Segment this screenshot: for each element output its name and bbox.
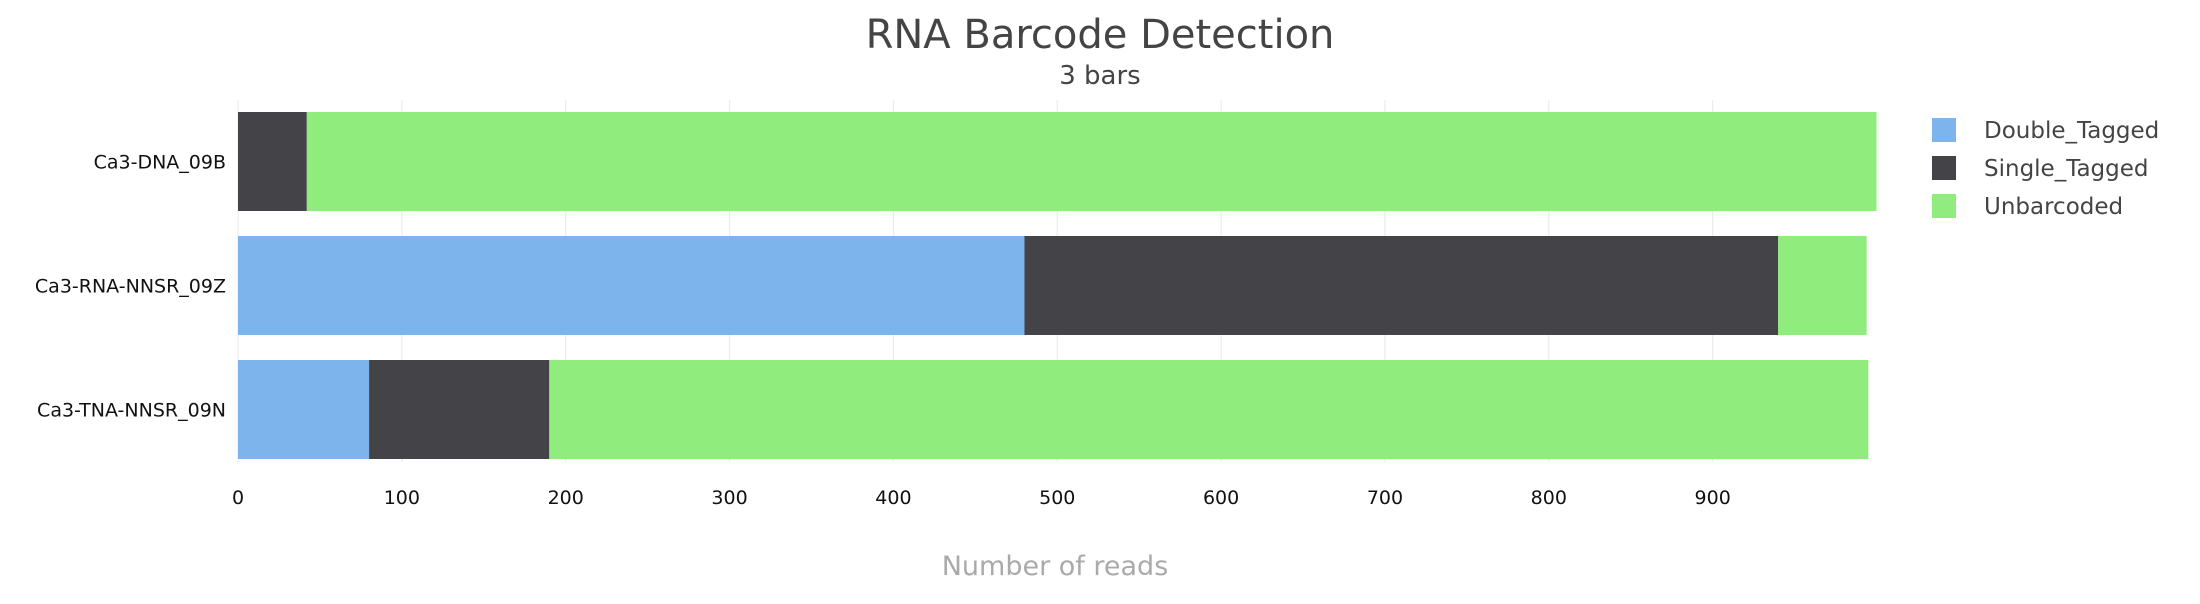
chart-title: RNA Barcode Detection	[866, 12, 1335, 58]
legend[interactable]: Double_Tagged Single_Tagged Unbarcoded	[1932, 118, 2159, 220]
legend-swatch-Unbarcoded[interactable]	[1932, 194, 1956, 218]
legend-swatch-Double_Tagged[interactable]	[1932, 118, 1956, 142]
x-tick-label-100: 100	[384, 487, 420, 509]
bar-Ca3-TNA-NNSR_09N-Unbarcoded[interactable]	[549, 360, 1869, 459]
legend-label-Unbarcoded[interactable]: Unbarcoded	[1984, 194, 2123, 220]
bar-Ca3-DNA_09B-Single_Tagged[interactable]	[238, 112, 307, 211]
x-tick-label-600: 600	[1203, 487, 1239, 509]
x-tick-label-200: 200	[548, 487, 584, 509]
legend-label-Single_Tagged[interactable]: Single_Tagged	[1984, 156, 2149, 182]
bars	[238, 112, 1877, 459]
bar-Ca3-TNA-NNSR_09N-Double_Tagged[interactable]	[238, 360, 370, 459]
bar-Ca3-RNA-NNSR_09Z-Single_Tagged[interactable]	[1024, 236, 1779, 335]
legend-swatch-Single_Tagged[interactable]	[1932, 156, 1956, 180]
category-labels: Ca3-DNA_09B Ca3-RNA-NNSR_09Z Ca3-TNA-NNSR_…	[35, 152, 226, 422]
x-tick-label-0: 0	[232, 487, 244, 509]
x-tick-label-400: 400	[875, 487, 911, 509]
bar-Ca3-RNA-NNSR_09Z-Unbarcoded[interactable]	[1778, 236, 1867, 335]
x-tick-label-300: 300	[711, 487, 747, 509]
category-label-2: Ca3-TNA-NNSR_09N	[37, 400, 226, 422]
x-tick-label-900: 900	[1695, 487, 1731, 509]
x-tick-label-800: 800	[1531, 487, 1567, 509]
bar-Ca3-TNA-NNSR_09N-Single_Tagged[interactable]	[369, 360, 550, 459]
x-tick-label-500: 500	[1039, 487, 1075, 509]
x-tick-label-700: 700	[1367, 487, 1403, 509]
category-label-1: Ca3-RNA-NNSR_09Z	[35, 276, 226, 298]
category-label-0: Ca3-DNA_09B	[94, 152, 226, 174]
legend-label-Double_Tagged[interactable]: Double_Tagged	[1984, 118, 2159, 144]
bar-Ca3-DNA_09B-Unbarcoded[interactable]	[306, 112, 1877, 211]
x-axis-title: Number of reads	[942, 551, 1169, 582]
bar-Ca3-RNA-NNSR_09Z-Double_Tagged[interactable]	[238, 236, 1025, 335]
chart-subtitle: 3 bars	[1059, 61, 1140, 91]
x-tick-labels: 0 100 200 300 400 500 600 700 800 900	[232, 487, 1731, 509]
